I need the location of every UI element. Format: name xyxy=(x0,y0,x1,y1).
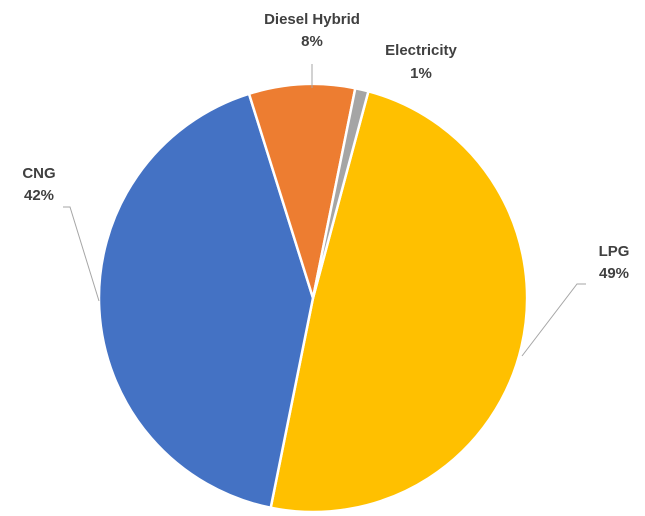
data-label-electricity-percent: 1% xyxy=(410,65,432,82)
pie-slices xyxy=(97,82,529,514)
pie-slice-electricity xyxy=(311,86,370,299)
data-label-cng-percent: 42% xyxy=(24,187,54,204)
data-label-electricity: Electricity xyxy=(385,42,457,59)
pie-slice-cng xyxy=(97,92,315,510)
data-label-diesel-hybrid-percent: 8% xyxy=(301,33,323,50)
data-label-lpg: LPG xyxy=(599,243,630,260)
leader-line-lpg xyxy=(521,283,586,357)
pie-slice-diesel-hybrid xyxy=(247,82,357,299)
pie-slice-lpg xyxy=(269,89,529,514)
leader-line-cng xyxy=(63,206,100,302)
data-label-lpg-percent: 49% xyxy=(599,265,629,282)
data-label-cng: CNG xyxy=(22,165,55,182)
data-label-diesel-hybrid: Diesel Hybrid xyxy=(264,11,360,28)
